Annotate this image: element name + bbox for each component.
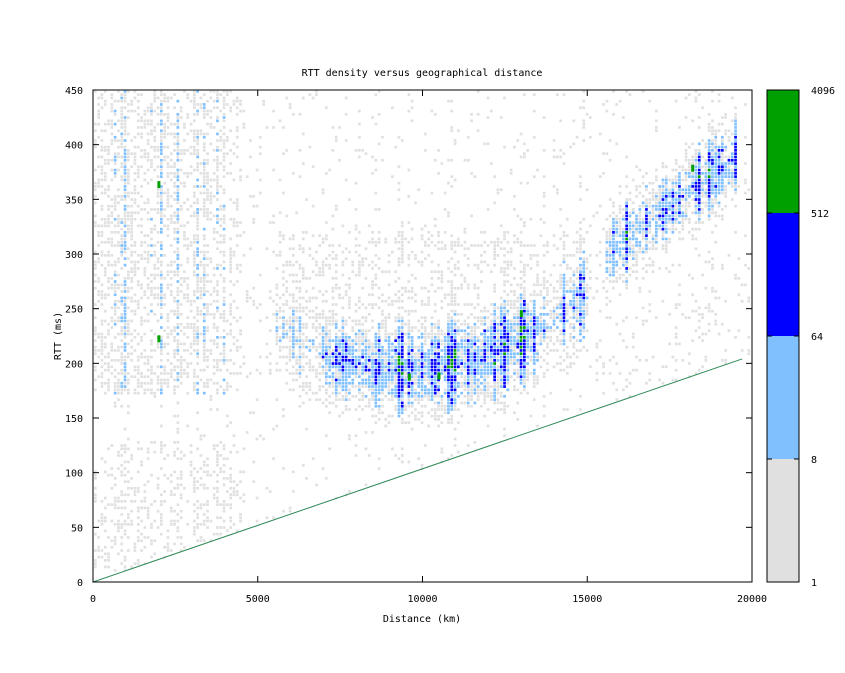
- y-tick-label: 300: [65, 250, 83, 261]
- x-tick-label: 10000: [407, 594, 437, 605]
- peak-cell: [407, 373, 411, 381]
- y-tick-label: 200: [65, 359, 83, 370]
- colorbar-band: [767, 459, 799, 582]
- x-tick-label: 0: [90, 594, 96, 605]
- y-tick-label: 450: [65, 86, 83, 97]
- y-tick-label: 250: [65, 305, 83, 316]
- y-axis: 0 50 100 150 200 250 300 350 400 450: [65, 86, 752, 589]
- colorbar-band: [767, 90, 799, 213]
- heatmap-cells: [94, 90, 751, 572]
- peak-cell: [519, 310, 523, 318]
- y-tick-label: 100: [65, 469, 83, 480]
- x-axis: 0 5000 10000 15000 20000: [90, 90, 767, 605]
- colorbar-tick-label: 512: [811, 209, 829, 220]
- colorbar: 1 8 64 512 4096: [766, 86, 835, 589]
- chart-title: RTT density versus geographical distance: [302, 68, 543, 79]
- y-tick-label: 150: [65, 414, 83, 425]
- y-tick-label: 0: [77, 578, 83, 589]
- y-tick-label: 350: [65, 195, 83, 206]
- y-tick-label: 400: [65, 141, 83, 152]
- colorbar-tick-label: 1: [811, 578, 817, 589]
- colorbar-band: [767, 336, 799, 459]
- x-tick-label: 5000: [246, 594, 270, 605]
- x-tick-label: 20000: [737, 594, 767, 605]
- colorbar-tick-label: 64: [811, 332, 823, 343]
- peak-cell: [691, 164, 695, 172]
- x-axis-label: Distance (km): [383, 614, 461, 625]
- colorbar-tick-label: 4096: [811, 86, 835, 97]
- y-tick-label: 50: [71, 523, 83, 534]
- y-axis-label: RTT (ms): [53, 312, 64, 360]
- x-tick-label: 15000: [572, 594, 602, 605]
- peak-cell: [157, 335, 161, 343]
- peak-cell: [157, 181, 161, 189]
- colorbar-band: [767, 213, 799, 336]
- peak-cell: [437, 372, 441, 380]
- reference-line: [92, 358, 743, 583]
- colorbar-tick-label: 8: [811, 455, 817, 466]
